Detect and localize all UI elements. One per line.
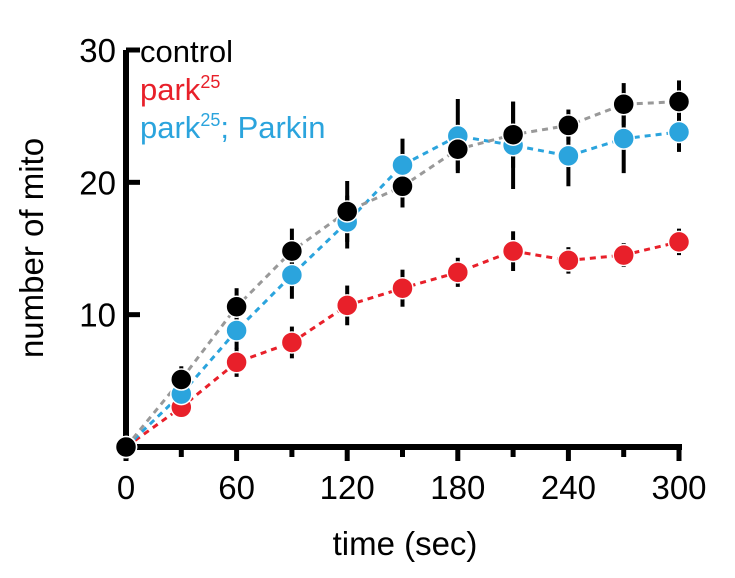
data-point bbox=[446, 261, 470, 284]
data-point bbox=[391, 153, 414, 177]
y-tick-label: 20 bbox=[79, 164, 116, 201]
data-point bbox=[612, 127, 635, 150]
data-point bbox=[225, 295, 248, 318]
data-point bbox=[667, 120, 691, 144]
data-point bbox=[446, 138, 470, 161]
x-tick-label: 0 bbox=[117, 469, 135, 506]
data-point bbox=[391, 276, 414, 300]
y-tick-label: 10 bbox=[79, 297, 116, 334]
data-point bbox=[280, 239, 304, 263]
data-point bbox=[667, 90, 691, 113]
data-point bbox=[170, 368, 193, 391]
data-point bbox=[557, 249, 580, 272]
data-point bbox=[225, 319, 248, 342]
data-point bbox=[557, 144, 580, 168]
x-tick-label: 120 bbox=[320, 469, 375, 506]
data-point bbox=[557, 114, 580, 137]
series-layer bbox=[114, 80, 691, 459]
data-point bbox=[225, 351, 248, 374]
data-point bbox=[391, 175, 414, 198]
data-point bbox=[114, 435, 138, 459]
data-point bbox=[612, 93, 635, 116]
x-tick-label: 300 bbox=[651, 469, 706, 506]
data-point bbox=[335, 200, 359, 223]
data-point bbox=[280, 331, 304, 354]
x-tick-label: 240 bbox=[541, 469, 596, 506]
data-point bbox=[501, 123, 525, 146]
data-point bbox=[612, 243, 635, 267]
x-axis-title: time (sec) bbox=[333, 525, 478, 562]
x-tick-label: 60 bbox=[218, 469, 255, 506]
legend-entry: park25 bbox=[140, 72, 220, 107]
legend-entry: park25; Parkin bbox=[140, 110, 325, 145]
data-point bbox=[501, 239, 525, 263]
data-point bbox=[280, 263, 304, 287]
data-point bbox=[667, 230, 691, 254]
legend-entry: control bbox=[140, 34, 233, 69]
series-line bbox=[124, 130, 680, 449]
x-tick-label: 180 bbox=[430, 469, 485, 506]
y-tick-label: 30 bbox=[79, 32, 116, 69]
y-axis-title: number of mito bbox=[13, 138, 50, 358]
data-point bbox=[335, 294, 359, 317]
